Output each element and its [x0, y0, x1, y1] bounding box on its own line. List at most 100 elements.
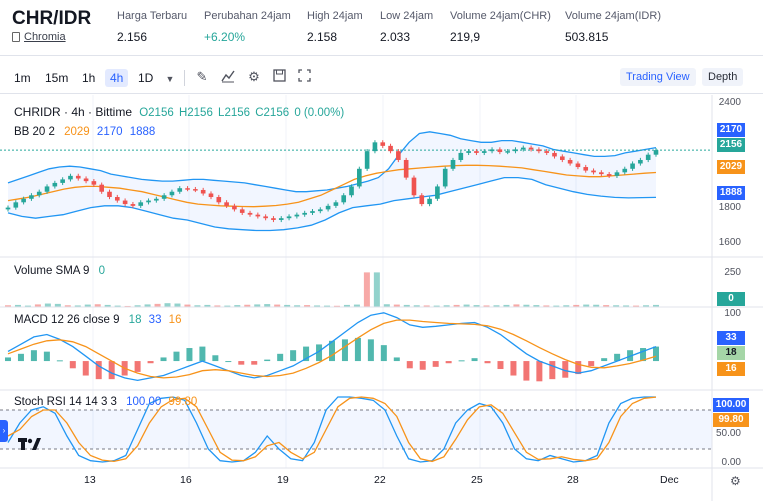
last-price-badge: 2156: [717, 138, 745, 152]
timeframe-1D[interactable]: 1D: [138, 71, 154, 85]
volume-bar: [134, 305, 141, 307]
macd-hist-bar: [614, 353, 621, 362]
candle: [200, 189, 206, 194]
stat-4: Volume 24jam(CHR) 219,9: [450, 10, 551, 44]
macd-label: MACD 12 26 close 9: [14, 314, 120, 326]
volume-axis-label: 250: [724, 267, 741, 278]
bb-mid-line: [7, 164, 657, 208]
gear-icon[interactable]: ⚙: [248, 69, 260, 84]
candle: [294, 214, 300, 217]
stoch-legend: Stoch RSI 14 14 3 3 100.00 99.80: [14, 396, 197, 408]
candle: [474, 151, 479, 153]
ohlc-high: H2156: [178, 107, 213, 119]
stoch-d-value: 99.80: [168, 396, 198, 408]
indicator-chart-icon[interactable]: [220, 69, 236, 85]
timeframe-15m[interactable]: 15m: [45, 71, 69, 85]
bb-band-fill: [8, 132, 656, 231]
stat-label: Low 24jam: [380, 10, 434, 22]
volume-badge: 0: [717, 292, 745, 306]
depth-tab[interactable]: Depth: [702, 68, 744, 86]
volume-bar: [124, 305, 131, 307]
candle: [559, 156, 565, 160]
volume-bar: [633, 305, 640, 307]
macd-hist-bar: [497, 361, 504, 370]
stoch-k-line: [7, 396, 656, 463]
volume-bar: [84, 304, 91, 307]
volume-bar: [393, 304, 400, 307]
save-icon[interactable]: [271, 69, 287, 85]
symbol-title: CHRIDR · 4h · Bittime: [14, 105, 133, 119]
candle: [614, 172, 620, 176]
x-axis-label: 25: [471, 474, 483, 486]
macd-hist-bar: [393, 357, 400, 362]
volume-bar: [383, 304, 390, 307]
candle: [75, 175, 81, 179]
candle: [154, 198, 159, 201]
volume-bar: [204, 304, 211, 307]
coin-name-link[interactable]: Chromia: [24, 31, 66, 43]
candle: [583, 167, 589, 171]
stat-label: Perubahan 24jam: [204, 10, 291, 22]
timeframe-1m[interactable]: 1m: [14, 71, 31, 85]
pen-icon[interactable]: ✎: [196, 69, 208, 84]
bb-lower-badge: 1888: [717, 186, 745, 200]
macd-hist-bar: [82, 361, 89, 376]
candle: [349, 186, 354, 196]
stat-value: 2.158: [307, 30, 338, 44]
macd-hist-bar: [264, 359, 271, 362]
macd-hist-badge: 16: [717, 362, 745, 376]
volume-bar: [583, 304, 590, 307]
price-legend: CHRIDR · 4h · Bittime O2156 H2156 L2156 …: [14, 105, 344, 119]
macd-hist-bar: [510, 361, 517, 376]
volume-bar: [214, 305, 221, 307]
timeframe-4h[interactable]: 4h: [105, 69, 129, 87]
ohlc-close: C2156: [255, 107, 290, 119]
macd-hist-bar: [575, 361, 582, 375]
timeframe-1h[interactable]: 1h: [82, 71, 96, 85]
macd-hist-bar: [484, 361, 491, 364]
stoch-d-line: [7, 396, 657, 463]
volume-bar: [543, 305, 550, 307]
stoch-d-badge: 99.80: [713, 413, 749, 427]
price-axis-label: 1800: [718, 202, 741, 213]
macd-hist-bar: [445, 361, 452, 364]
volume-bar: [423, 305, 430, 307]
volume-bar: [333, 305, 340, 307]
macd-hist-bar: [147, 361, 154, 364]
x-axis-label: Dec: [660, 474, 679, 486]
candle: [481, 151, 487, 153]
stat-1: Perubahan 24jam +6.20%: [204, 10, 291, 44]
stoch-k-badge: 100.00: [713, 398, 749, 412]
macd-hist-bar: [523, 361, 530, 381]
macd-hist-bar: [43, 351, 50, 362]
volume-bar: [194, 305, 201, 307]
trading-view-tab[interactable]: Trading View: [620, 68, 696, 86]
macd-signal-value: 33: [148, 314, 162, 326]
candle: [544, 151, 550, 153]
macd-hist-value: 16: [168, 314, 182, 326]
macd-line: [7, 312, 657, 382]
candle: [169, 191, 175, 196]
candle: [247, 212, 253, 215]
candle: [91, 181, 97, 185]
fullscreen-icon[interactable]: [296, 69, 312, 85]
macd-hist-bar: [251, 361, 258, 365]
volume-bar: [403, 304, 410, 307]
chevron-down-icon[interactable]: ▼: [165, 74, 175, 84]
volume-bar: [244, 304, 251, 307]
candle: [114, 197, 120, 201]
stat-3: Low 24jam 2.033: [380, 10, 433, 44]
macd-line-badge: 18: [717, 346, 745, 360]
macd-hist-bar: [458, 360, 465, 362]
volume-bar: [44, 303, 51, 307]
candle: [528, 147, 534, 150]
side-panel-toggle[interactable]: ›: [0, 420, 8, 442]
volume-label: Volume SMA 9: [14, 265, 90, 277]
volume-bar: [503, 304, 510, 307]
candle: [419, 195, 425, 205]
price-chart-canvas[interactable]: [0, 95, 763, 501]
stat-value: 2.033: [380, 30, 411, 44]
candle: [575, 163, 581, 168]
axis-settings-icon[interactable]: ⚙: [730, 474, 741, 488]
x-axis-label: 13: [84, 474, 96, 486]
